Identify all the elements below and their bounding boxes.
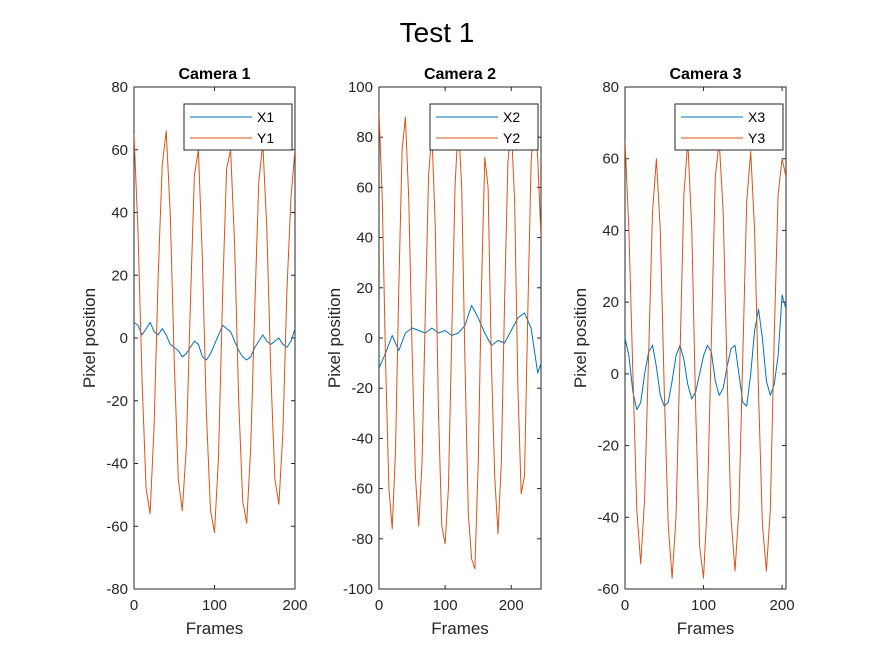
panel-title: Camera 2 bbox=[424, 66, 496, 83]
y-tick-label: -60 bbox=[351, 481, 373, 498]
y-tick-label: 0 bbox=[120, 330, 128, 347]
legend-label-x1: X1 bbox=[257, 109, 274, 125]
y-tick-label: 40 bbox=[111, 205, 128, 222]
x-tick-label: 0 bbox=[621, 597, 629, 614]
series-line-y1 bbox=[134, 130, 295, 533]
y-axis-label: Pixel position bbox=[325, 288, 344, 388]
y-tick-label: -20 bbox=[106, 393, 128, 410]
figure-title: Test 1 bbox=[400, 17, 475, 48]
y-tick-label: 0 bbox=[611, 366, 619, 383]
y-tick-label: -100 bbox=[343, 581, 373, 598]
x-tick-label: 0 bbox=[130, 597, 138, 614]
x-axis-label: Frames bbox=[431, 619, 489, 638]
y-axis-label: Pixel position bbox=[571, 288, 590, 388]
y-tick-label: -80 bbox=[351, 531, 373, 548]
x-tick-label: 200 bbox=[770, 597, 795, 614]
panel-camera-2: -100 -80 -60 -40 -20 0 20 40 60 80 100 0 100 200 Camer… bbox=[325, 66, 542, 638]
y-tick-label: -20 bbox=[597, 438, 619, 455]
y-tick-label: -80 bbox=[106, 581, 128, 598]
y-tick-label: 80 bbox=[356, 129, 373, 146]
axes-box bbox=[133, 86, 296, 590]
y-tick-label: -40 bbox=[106, 456, 128, 473]
y-tick-label: 20 bbox=[111, 267, 128, 284]
x-axis-label: Frames bbox=[186, 619, 244, 638]
x-tick-label: 200 bbox=[499, 597, 524, 614]
y-tick-label: 40 bbox=[602, 222, 619, 239]
legend-label-x2: X2 bbox=[503, 109, 520, 125]
y-tick-label: 20 bbox=[356, 280, 373, 297]
y-tick-label: 60 bbox=[111, 142, 128, 159]
y-tick-label: 20 bbox=[602, 294, 619, 311]
y-tick-label: 80 bbox=[111, 79, 128, 96]
x-tick-label: 200 bbox=[282, 597, 307, 614]
y-tick-label: 60 bbox=[602, 151, 619, 168]
series-line-y2 bbox=[379, 112, 541, 570]
series-line-x1 bbox=[134, 321, 295, 361]
y-tick-label: -20 bbox=[351, 380, 373, 397]
x-axis-label: Frames bbox=[677, 619, 735, 638]
legend-box bbox=[674, 103, 784, 151]
y-tick-label: 60 bbox=[356, 179, 373, 196]
series-line-y3 bbox=[625, 140, 786, 579]
y-tick-label: -40 bbox=[351, 430, 373, 447]
y-tick-label: 0 bbox=[365, 330, 373, 347]
legend-box bbox=[429, 103, 539, 151]
legend-label-y1: Y1 bbox=[257, 130, 274, 146]
y-tick-label: 100 bbox=[348, 79, 373, 96]
legend-label-y3: Y3 bbox=[748, 130, 765, 146]
x-tick-label: 100 bbox=[691, 597, 716, 614]
x-tick-label: 100 bbox=[202, 597, 227, 614]
x-tick-label: 100 bbox=[433, 597, 458, 614]
y-tick-label: -60 bbox=[597, 581, 619, 598]
y-tick-label: 40 bbox=[356, 230, 373, 247]
x-tick-label: 0 bbox=[375, 597, 383, 614]
series-line-x3 bbox=[625, 294, 786, 411]
y-axis-label: Pixel position bbox=[80, 288, 99, 388]
y-tick-label: -60 bbox=[106, 518, 128, 535]
panel-title: Camera 1 bbox=[178, 66, 250, 83]
panel-title: Camera 3 bbox=[669, 66, 741, 83]
panel-camera-3: -60 -40 -20 0 20 40 60 80 0 100 200 Camera 3 Frames P… bbox=[571, 66, 795, 638]
y-tick-label: 80 bbox=[602, 79, 619, 96]
axes-box bbox=[624, 86, 787, 590]
legend-label-x3: X3 bbox=[748, 109, 765, 125]
axes-box bbox=[378, 86, 542, 590]
y-tick-label: -40 bbox=[597, 509, 619, 526]
legend-label-y2: Y2 bbox=[503, 130, 520, 146]
panel-camera-1: -80 -60 -40 -20 0 20 40 60 80 0 100 200 Camera 1 Fram… bbox=[80, 66, 308, 638]
legend-box bbox=[183, 103, 293, 151]
